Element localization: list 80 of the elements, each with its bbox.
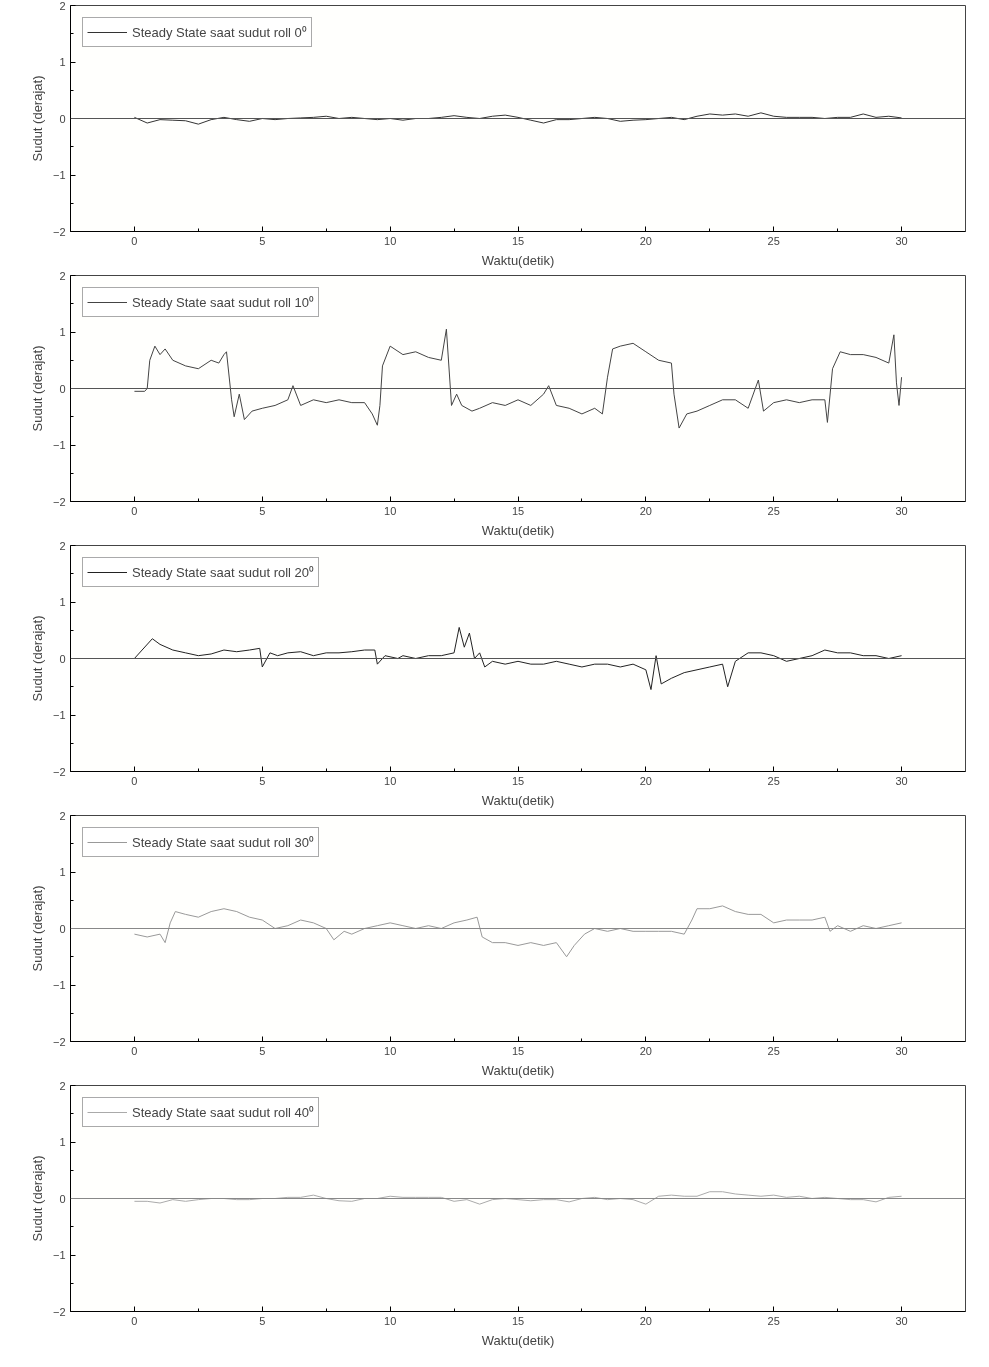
x-tick-label: 5 [259,504,266,517]
y-tick-label: −1 [52,169,66,181]
y-tick-label: −2 [52,1305,66,1318]
y-axis-title: Sudut (derajat) [29,345,45,432]
x-tick-label: 25 [767,234,780,247]
line-series [133,905,903,958]
x-tick-label: 25 [767,1044,780,1057]
x-tick-label: 10 [384,1044,397,1057]
x-tick-label: 5 [259,234,266,247]
x-axis-title: Waktu(detik) [481,252,555,268]
y-tick-label: 1 [59,866,66,878]
legend-label: Steady State saat sudut roll 10⁰ [132,294,315,311]
x-tick-label: 10 [384,504,397,517]
legend-label: Steady State saat sudut roll 40⁰ [132,1104,315,1121]
legend-label: Steady State saat sudut roll 30⁰ [132,834,315,851]
x-tick-label: 25 [767,504,780,517]
x-tick-label: 15 [511,1314,525,1327]
x-tick-label: 0 [131,504,138,517]
y-axis-title: Sudut (derajat) [29,75,45,162]
y-tick-label: 1 [59,326,66,338]
x-tick-label: 20 [639,234,652,247]
y-tick-label: 0 [59,112,66,125]
x-tick-label: 30 [895,1314,908,1327]
y-tick-label: 1 [59,56,66,68]
x-tick-label: 0 [131,1314,138,1327]
x-tick-label: 5 [259,774,266,787]
x-tick-label: 10 [384,774,397,787]
x-tick-label: 15 [511,774,525,787]
y-tick-label: 1 [59,596,66,608]
x-tick-label: 30 [895,774,908,787]
y-axis-title: Sudut (derajat) [29,1155,45,1242]
y-tick-label: −2 [52,1035,66,1048]
y-tick-label: 0 [59,922,66,935]
y-tick-label: 0 [59,1192,66,1205]
x-tick-label: 20 [639,1044,652,1057]
legend-label: Steady State saat sudut roll 20⁰ [132,564,315,581]
y-tick-label: 2 [59,539,66,552]
y-tick-label: −1 [52,1249,66,1261]
y-tick-label: 2 [59,1079,66,1092]
y-tick-label: 2 [59,269,66,282]
line-series [133,626,903,691]
y-tick-label: 0 [59,652,66,665]
x-axis-title: Waktu(detik) [481,1332,555,1348]
x-tick-label: 30 [895,234,908,247]
x-tick-label: 25 [767,774,780,787]
line-series [133,1191,903,1205]
line-series [133,328,903,429]
y-tick-label: 2 [59,809,66,822]
x-tick-label: 5 [259,1314,266,1327]
x-tick-label: 15 [511,504,525,517]
y-axis-title: Sudut (derajat) [29,615,45,702]
y-tick-label: −2 [52,225,66,238]
x-tick-label: 5 [259,1044,266,1057]
x-tick-label: 15 [511,1044,525,1057]
y-tick-label: 0 [59,382,66,395]
line-series [133,112,903,125]
x-tick-label: 25 [767,1314,780,1327]
legend-label: Steady State saat sudut roll 0⁰ [132,24,307,41]
x-tick-label: 20 [639,1314,652,1327]
y-tick-label: 1 [59,1136,66,1148]
y-tick-label: −2 [52,765,66,778]
y-axis-title: Sudut (derajat) [29,885,45,972]
x-tick-label: 10 [384,1314,397,1327]
x-tick-label: 30 [895,504,908,517]
y-tick-label: −1 [52,709,66,721]
y-tick-label: −1 [52,439,66,451]
x-tick-label: 15 [511,234,525,247]
y-tick-label: −1 [52,979,66,991]
x-tick-label: 20 [639,504,652,517]
x-tick-label: 10 [384,234,397,247]
x-tick-label: 0 [131,774,138,787]
x-tick-label: 0 [131,1044,138,1057]
x-tick-label: 0 [131,234,138,247]
x-tick-label: 30 [895,1044,908,1057]
x-tick-label: 20 [639,774,652,787]
y-tick-label: 2 [59,0,66,12]
x-axis-title: Waktu(detik) [481,792,555,808]
y-tick-label: −2 [52,495,66,508]
x-axis-title: Waktu(detik) [481,1062,555,1078]
x-axis-title: Waktu(detik) [481,522,555,538]
